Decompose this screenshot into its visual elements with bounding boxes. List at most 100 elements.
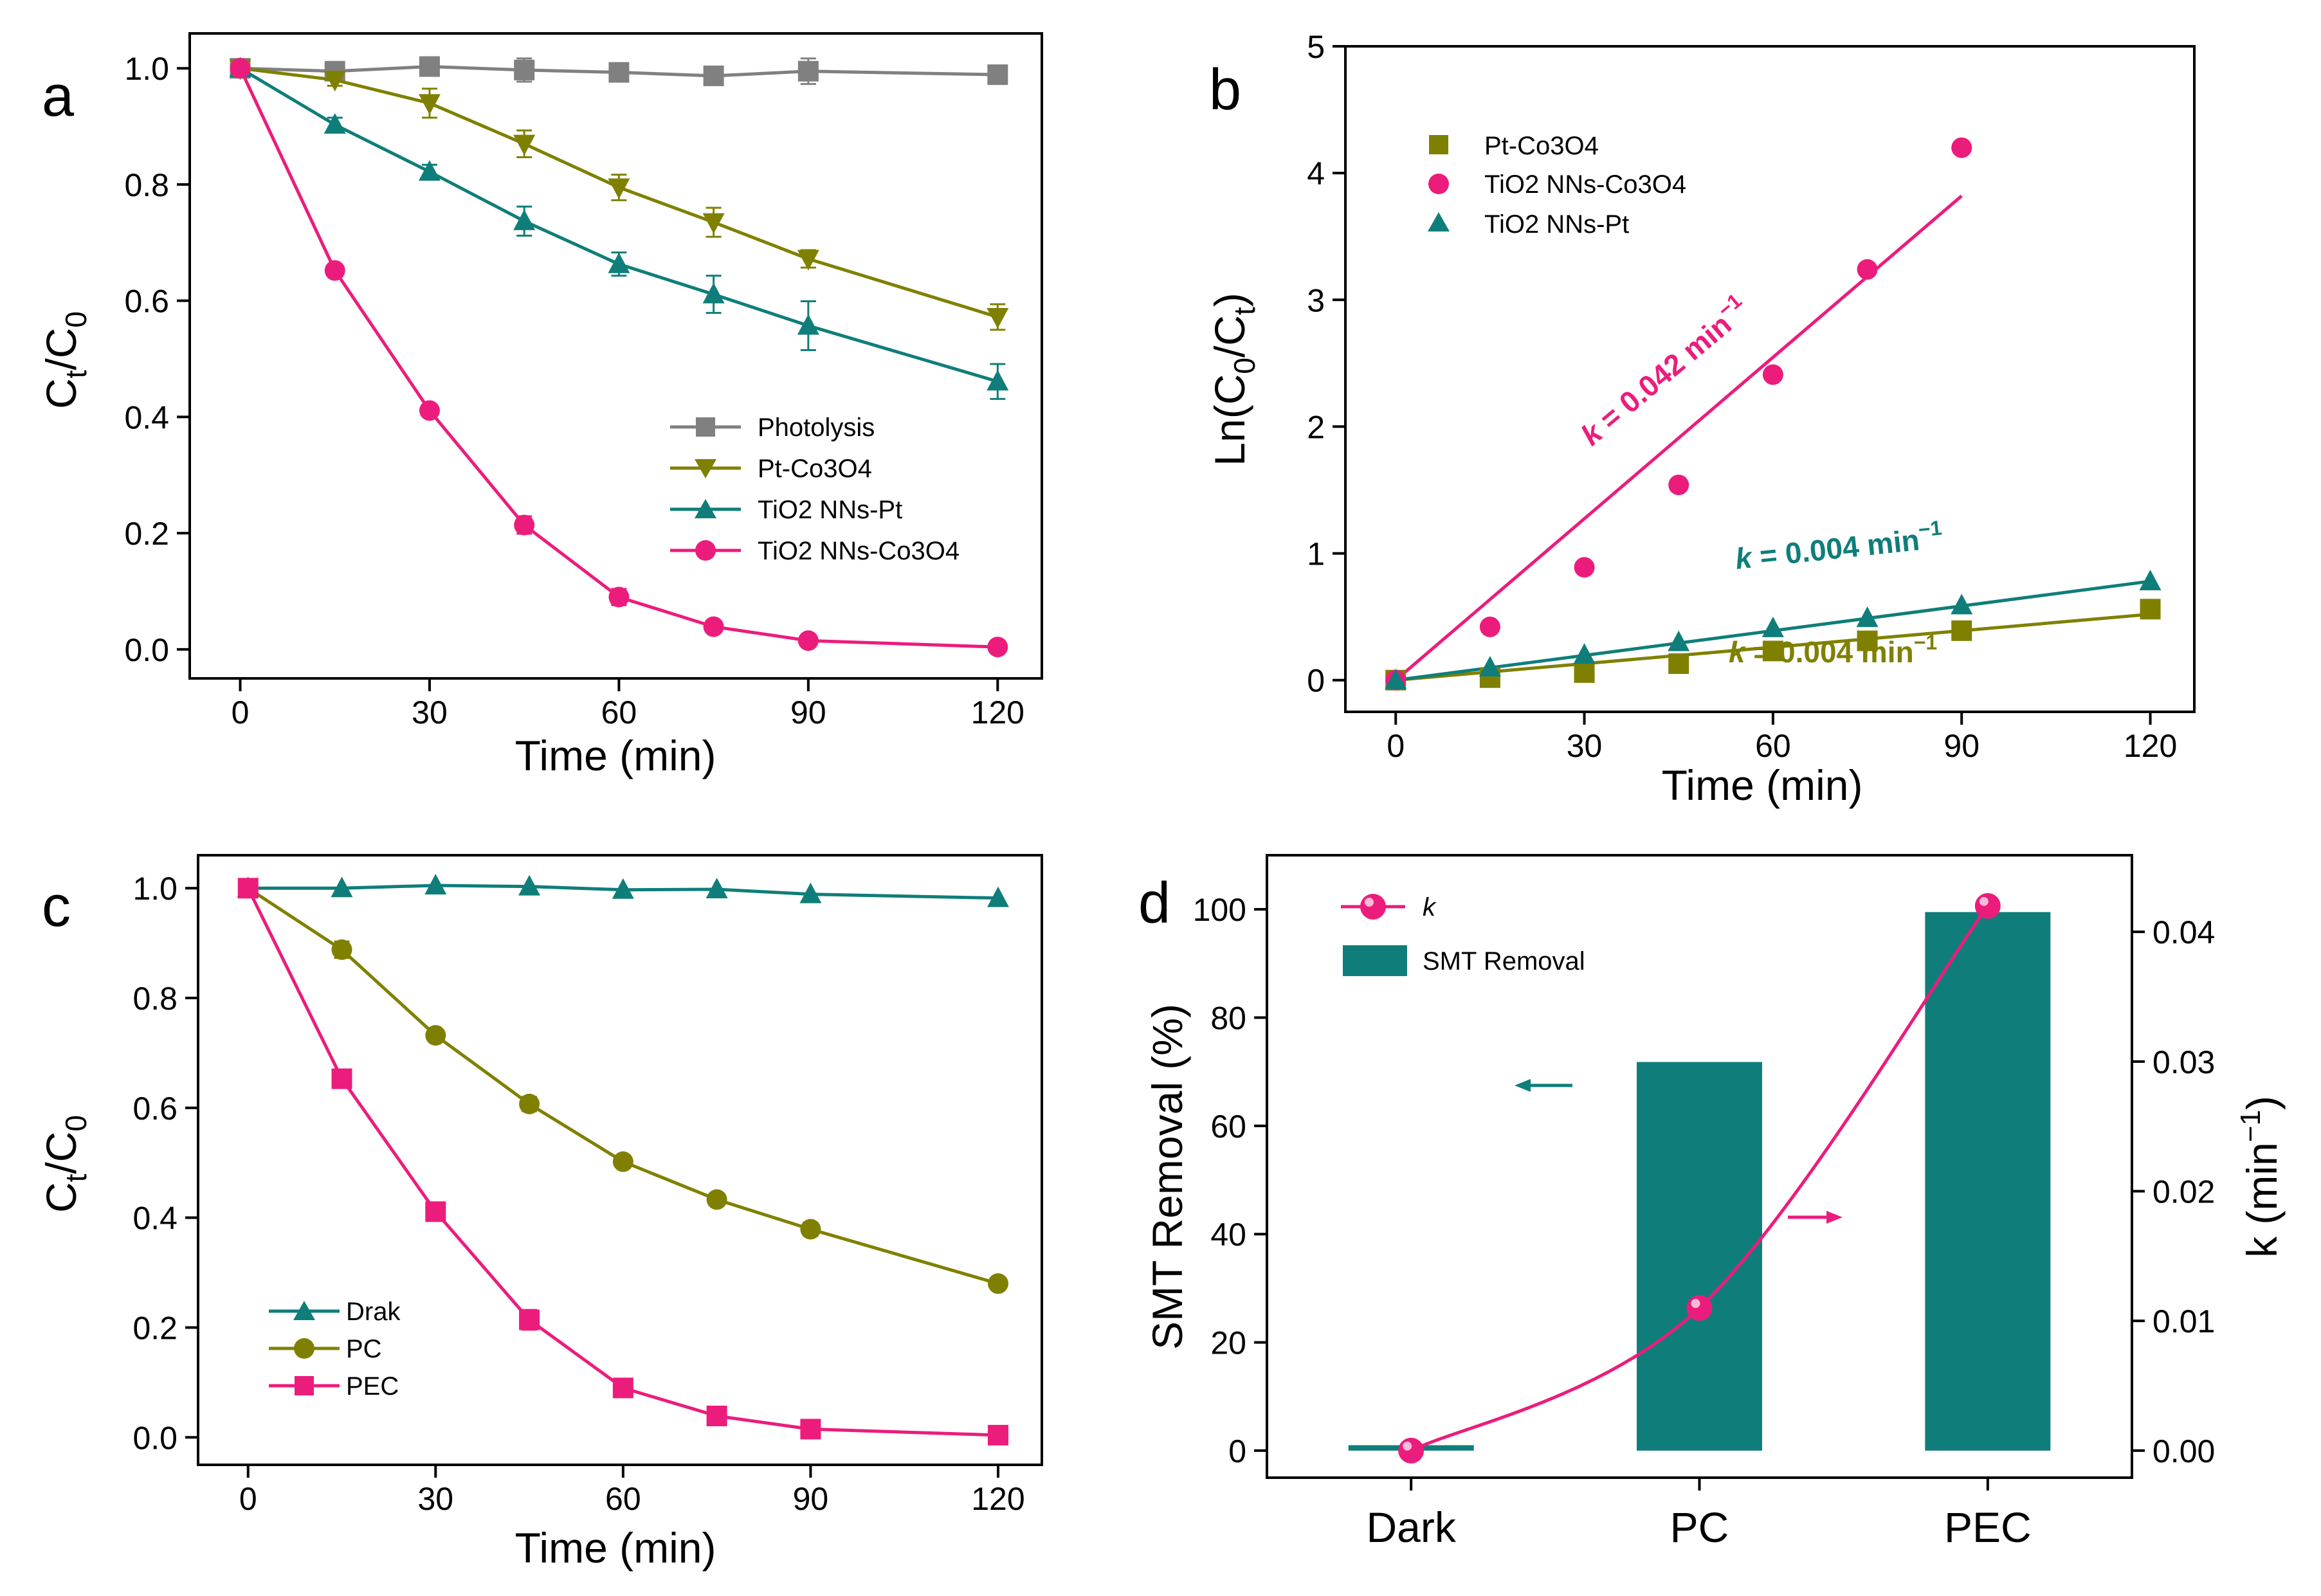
- data-point: [987, 370, 1009, 391]
- data-point: [608, 586, 630, 608]
- svg-text:k: k: [1423, 893, 1437, 921]
- panel-d-label: d: [1138, 871, 1170, 936]
- panel-d-data: [1348, 893, 2051, 1464]
- data-point: [1668, 630, 1690, 651]
- data-point: [1761, 616, 1784, 637]
- data-point: [987, 307, 1009, 329]
- left-axis-arrow: [1515, 1079, 1572, 1092]
- data-point: [1856, 606, 1879, 628]
- data-point: [702, 213, 725, 234]
- k-point: [1974, 893, 2001, 919]
- category-label: PEC: [1944, 1503, 2032, 1551]
- panel-b-frame: [1344, 45, 2196, 713]
- panel-a-frame: [188, 32, 1043, 680]
- data-point: [608, 62, 630, 83]
- y-tick-label: 100: [1193, 892, 1246, 928]
- data-point: [519, 1309, 540, 1330]
- data-point: [703, 616, 724, 637]
- data-point: [1668, 653, 1689, 675]
- data-point: [799, 882, 822, 903]
- x-tick-label: 120: [971, 694, 1024, 730]
- series-line-3: [239, 68, 998, 649]
- data-point: [608, 252, 630, 273]
- data-point: [419, 56, 440, 77]
- data-point: [230, 58, 251, 79]
- svg-text:Pt-Co3O4: Pt-Co3O4: [1484, 132, 1599, 160]
- legend-b-tio2-nns-pt: TiO2 NNs-Pt: [1428, 210, 1629, 239]
- x-tick-label: 30: [412, 694, 448, 730]
- data-point: [702, 282, 725, 304]
- panel-a-label: a: [42, 64, 75, 129]
- svg-text:Pt-Co3O4: Pt-Co3O4: [758, 455, 872, 483]
- data-point: [797, 60, 819, 82]
- k-annotation-teal: k = 0.004 min−1: [1733, 516, 1945, 576]
- data-point: [513, 134, 536, 156]
- category-label: PC: [1670, 1503, 1729, 1551]
- y-tick-label: 0.8: [132, 981, 177, 1017]
- data-point: [418, 94, 441, 115]
- data-point: [514, 514, 535, 536]
- panel-b-xlabel: Time (min): [1662, 761, 1863, 809]
- data-point: [612, 1377, 633, 1399]
- panel-a-ticks: 0 30 60 90 120 0.0 0.2 0.4 0.6 0.8 1.0: [124, 51, 1024, 730]
- y-tick-label: 0.4: [124, 399, 169, 435]
- panel-b-legend: Pt-Co3O4 TiO2 NNs-Co3O4 TiO2 NNs-Pt: [1428, 132, 1686, 239]
- k-point: [1398, 1437, 1424, 1464]
- panel-d-category-labels: Dark PC PEC: [1366, 1503, 2031, 1551]
- legend-tio2-nns-co3o4: TiO2 NNs-Co3O4: [670, 537, 960, 565]
- y2-tick-label: 0.03: [2153, 1044, 2215, 1080]
- svg-text:PEC: PEC: [346, 1372, 399, 1401]
- data-point: [1573, 643, 1596, 664]
- panel-a-xlabel: Time (min): [515, 732, 716, 779]
- panel-b-ylabel: Ln(C0/Ct): [1206, 293, 1261, 466]
- svg-text:Photolysis: Photolysis: [758, 413, 875, 442]
- data-point: [331, 876, 353, 898]
- data-point: [1385, 668, 1407, 689]
- y2-tick-label: 0.00: [2153, 1433, 2215, 1469]
- data-point: [800, 1419, 821, 1440]
- series-line-1: [247, 887, 999, 1285]
- data-point: [425, 1201, 446, 1222]
- panel-c-legend: Drak PC PEC: [269, 1298, 401, 1401]
- data-point: [331, 1068, 352, 1089]
- data-point: [1479, 616, 1500, 637]
- x-tick-label: 90: [790, 694, 826, 730]
- right-axis-arrow: [1788, 1211, 1843, 1224]
- data-point: [1857, 258, 1878, 280]
- data-point: [705, 877, 728, 898]
- y-tick-label: 5: [1307, 29, 1325, 65]
- data-point: [1951, 594, 1973, 615]
- y-tick-label: 0.2: [132, 1310, 177, 1346]
- k-point-highlight: [1691, 1299, 1700, 1309]
- data-point: [987, 886, 1009, 907]
- x-tick-label: 30: [417, 1481, 453, 1517]
- bar-pec: [1925, 912, 2051, 1451]
- y-tick-label: 0.0: [132, 1420, 177, 1456]
- y-tick-label: 0.6: [124, 284, 169, 320]
- data-point: [323, 71, 346, 92]
- y-tick-label: 0.0: [124, 632, 169, 668]
- svg-text:TiO2 NNs-Co3O4: TiO2 NNs-Co3O4: [758, 537, 960, 565]
- data-point: [612, 1151, 633, 1172]
- data-point: [1951, 620, 1972, 641]
- data-point: [1951, 137, 1972, 158]
- data-point: [513, 209, 536, 230]
- legend-tio2-nns-pt: TiO2 NNs-Pt: [670, 496, 902, 524]
- panel-c-ylabel: Ct/C0: [37, 1115, 93, 1213]
- svg-text:TiO2 NNs-Pt: TiO2 NNs-Pt: [758, 496, 902, 524]
- data-point: [323, 113, 346, 134]
- series-line-0: [248, 884, 999, 900]
- x-tick-label: 60: [1755, 728, 1791, 764]
- x-tick-label: 30: [1567, 728, 1603, 764]
- legend-b-tio2-nns-co3o4: TiO2 NNs-Co3O4: [1428, 170, 1686, 199]
- data-point: [797, 314, 819, 335]
- data-point: [1762, 364, 1783, 385]
- panel-c-data: [237, 873, 1009, 1446]
- y2-tick-label: 0.01: [2153, 1303, 2215, 1339]
- svg-text:SMT Removal: SMT Removal: [1423, 947, 1585, 975]
- panel-d: d 0 20 40 60 80 100 0.00 0.01 0.02 0.03 0.04 SMT R…: [1138, 854, 2286, 1551]
- series-line-2: [239, 67, 999, 383]
- k-point-highlight: [1979, 896, 1989, 906]
